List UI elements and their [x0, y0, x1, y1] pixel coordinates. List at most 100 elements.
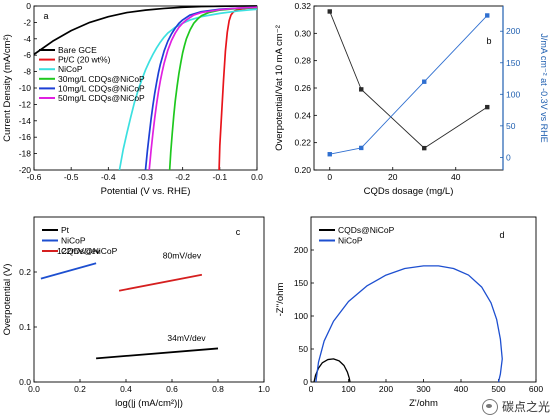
panel-a-y-axis-label: Current Density (mA/cm²) [2, 34, 13, 142]
panel-a-x-tick-label: -0.4 [101, 172, 116, 182]
panel-a-x-tick-label: -0.3 [138, 172, 153, 182]
panel-b-series-line [329, 15, 488, 155]
panel-d-legend-label: NiCoP [338, 236, 363, 246]
wechat-icon [481, 398, 498, 415]
panel-d-y-tick-label: 200 [294, 245, 308, 255]
panel-b-y-tick-label: 0.26 [294, 83, 311, 93]
panel-c-x-tick-label: 0.0 [28, 384, 40, 394]
panel-d-y-tick-label: 150 [294, 278, 308, 288]
panel-b-label: b [486, 36, 491, 46]
panel-d-x-tick-label: 500 [491, 384, 505, 394]
panel-c-y-tick-label: 0.1 [19, 322, 31, 332]
panel-b-data-point [327, 152, 332, 157]
panel-b-y2-tick-label: 100 [506, 89, 520, 99]
panel-a-y-tick-label: -20 [19, 165, 32, 175]
panel-d-y-tick-label: 100 [294, 311, 308, 321]
panel-b-series-line [329, 11, 488, 149]
panel-b-y-tick-label: 0.24 [294, 110, 311, 120]
panel-a-legend-label: 50mg/L CDQs@NiCoP [58, 93, 145, 103]
panel-b-x-tick-label: 40 [451, 172, 461, 182]
panel-a-label: a [43, 11, 48, 21]
panel-a-x-tick-label: -0.2 [175, 172, 190, 182]
panel-a-y-tick-label: -2 [23, 17, 31, 27]
panel-a-x-tick-label: -0.1 [213, 172, 228, 182]
panel-d-x-axis-label: Z'/ohm [409, 398, 438, 409]
panel-b-plot-frame [313, 5, 504, 171]
panel-a-series-line [118, 8, 258, 171]
panel-c-legend-label: CQDs@NiCoP [61, 246, 118, 256]
panel-d-label: d [499, 230, 504, 240]
panel-c-x-tick-label: 1.0 [258, 384, 270, 394]
panel-d-x-tick-label: 100 [341, 384, 355, 394]
panel-b-y-tick-label: 0.30 [294, 28, 311, 38]
panel-c-y-tick-label: 0.2 [19, 267, 31, 277]
panel-a: -0.6 -0.5 -0.4 -0.3 -0.2 -0.1 0.0 -20 -18 -16 -14 -… [2, 1, 263, 197]
panel-d-legend-label: CQDs@NiCoP [338, 225, 395, 235]
panel-c-x-tick-label: 0.4 [120, 384, 132, 394]
panel-a-series-line [148, 6, 258, 171]
panel-a-legend-label: 10mg/L CDQs@NiCoP [58, 83, 145, 93]
panel-c-series-line [96, 347, 219, 360]
panel-c-x-tick-label: 0.8 [212, 384, 224, 394]
panel-b-y2-tick-label: 150 [506, 58, 520, 68]
panel-b: 0 20 40 0.20 0.22 0.24 0.26 0.28 0.30 0.32 CQDs do… [274, 1, 549, 197]
panel-a-x-tick-label: 0.0 [251, 172, 263, 182]
panel-a-x-tick-label: -0.6 [27, 172, 42, 182]
panel-a-y-tick-label: -16 [19, 132, 32, 142]
panel-c-annotation: 122mV/dev [57, 246, 101, 256]
panel-b-y-axis-label: Overpotential/Vat 10 mA cm⁻² [274, 25, 285, 151]
panel-a-y-tick-label: -6 [23, 50, 31, 60]
panel-b-data-point [422, 145, 427, 151]
panel-b-x-tick-label: 20 [388, 172, 398, 182]
panel-b-x-tick-label: 0 [327, 172, 332, 182]
panel-b-y2-tick-label: 200 [506, 26, 520, 36]
panel-a-series-line [33, 5, 258, 56]
panel-a-y-tick-label: -14 [19, 116, 32, 126]
panel-b-data-point [485, 104, 490, 110]
panel-a-x-axis-label: Potential (V vs. RHE) [101, 186, 191, 197]
panel-a-y-tick-label: -18 [19, 149, 32, 159]
panel-a-legend-label: Pt/C (20 wt%) [58, 55, 111, 65]
panel-b-data-point [485, 13, 490, 18]
panel-a-series-line [144, 6, 258, 171]
panel-c-y-axis-label: Overpotential (V) [2, 264, 13, 336]
panel-b-y2-axis-label: J/mA cm⁻² at -0.3V vs RHE [539, 33, 549, 142]
panel-a-y-tick-label: -10 [19, 83, 32, 93]
panel-d-x-tick-label: 600 [529, 384, 543, 394]
panel-a-y-tick-label: -12 [19, 99, 32, 109]
panel-a-legend-label: Bare GCE [58, 45, 97, 55]
panel-c-y-tick-label: 0.0 [19, 377, 31, 387]
panel-c-legend-label: Pt [61, 225, 70, 235]
panel-a-series-line [218, 6, 258, 171]
panel-a-y-tick-label: -4 [23, 34, 31, 44]
panel-c-x-tick-label: 0.6 [166, 384, 178, 394]
panel-b-y-tick-label: 0.28 [294, 56, 311, 66]
panel-d-series-line [315, 265, 503, 383]
panel-d: 0 100 200 300 400 500 600 0 50 100 150 200 Z'/ohm -Z'… [275, 216, 543, 409]
panel-a-series-line [168, 6, 258, 171]
panel-c-series-line [118, 273, 203, 292]
panel-c-label: c [236, 227, 241, 237]
panel-a-legend-label: 30mg/L CDQs@NiCoP [58, 74, 145, 84]
panel-c-annotation: 34mV/dev [167, 333, 206, 343]
panel-b-data-point [359, 145, 364, 151]
panel-c-annotation: 80mV/dev [163, 250, 202, 260]
panel-c-x-axis-label: log(|j (mA/cm²)|) [115, 398, 183, 409]
panel-d-y-axis-label: -Z''/ohm [275, 283, 286, 317]
panel-a-y-tick-label: -8 [23, 67, 31, 77]
panel-c-x-tick-label: 0.2 [74, 384, 86, 394]
panel-d-x-tick-label: 200 [379, 384, 393, 394]
panel-d-x-tick-label: 400 [454, 384, 468, 394]
panel-b-data-point [327, 9, 332, 14]
panel-b-y-tick-label: 0.20 [294, 165, 311, 175]
watermark: 碳点之光 [481, 398, 550, 415]
panel-b-y-tick-label: 0.22 [294, 138, 311, 148]
panel-b-data-point [422, 79, 427, 84]
panel-c-legend-label: NiCoP [61, 236, 86, 246]
panel-c-series-line [40, 262, 97, 280]
panel-d-x-tick-label: 300 [416, 384, 430, 394]
panel-c: 0.0 0.2 0.4 0.6 0.8 1.0 0.0 0.1 0.2 log(|j (mA/cm… [2, 216, 270, 409]
panel-b-y2-tick-label: 50 [506, 121, 516, 131]
panel-a-x-tick-label: -0.5 [64, 172, 79, 182]
